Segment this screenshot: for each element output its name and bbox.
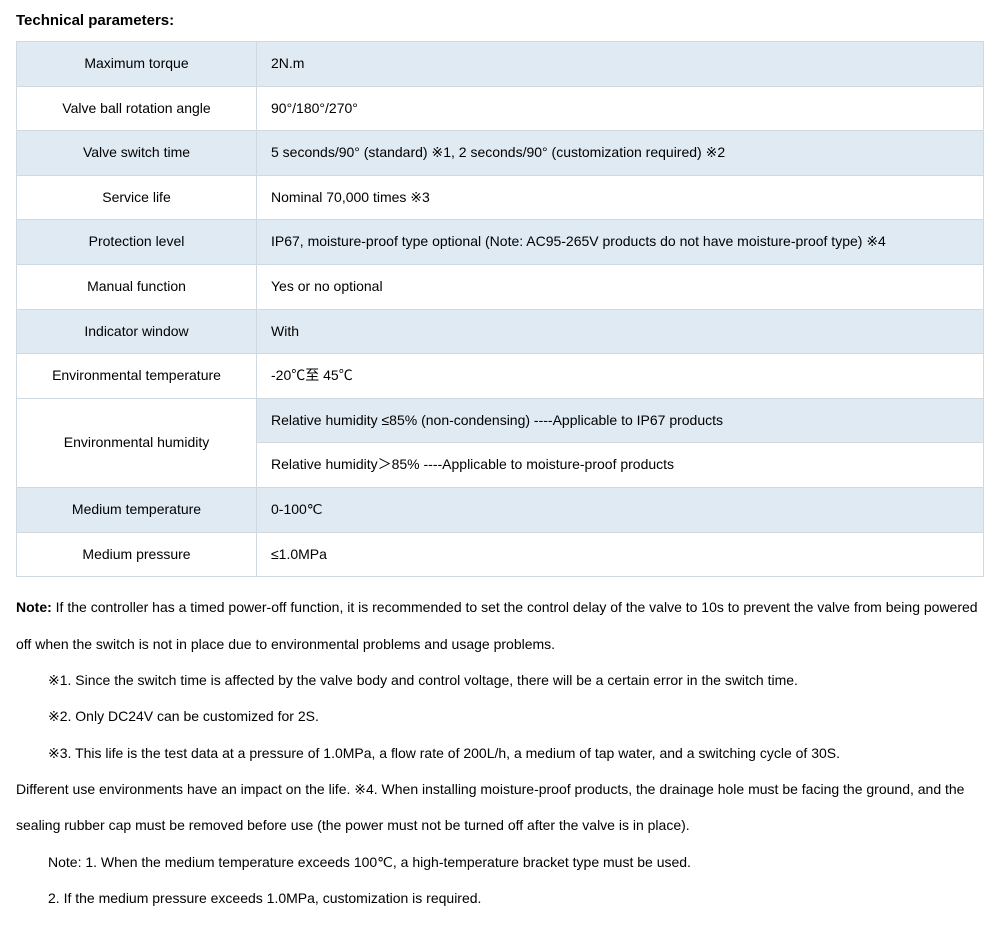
table-row: Maximum torque 2N.m <box>17 42 984 87</box>
note-lead-label: Note: <box>16 599 52 615</box>
param-value: IP67, moisture-proof type optional (Note… <box>257 220 984 265</box>
param-label: Medium pressure <box>17 532 257 577</box>
table-row-humidity-1: Environmental humidity Relative humidity… <box>17 398 984 443</box>
param-label: Indicator window <box>17 309 257 354</box>
notes-block: Note: If the controller has a timed powe… <box>16 589 984 917</box>
param-value: ≤1.0MPa <box>257 532 984 577</box>
note-line: ※2. Only DC24V can be customized for 2S. <box>16 698 984 734</box>
note-line: 2. If the medium pressure exceeds 1.0MPa… <box>16 880 984 916</box>
note-line: Note: 1. When the medium temperature exc… <box>16 844 984 880</box>
table-row: Valve switch time 5 seconds/90° (standar… <box>17 131 984 176</box>
param-value: 5 seconds/90° (standard) ※1, 2 seconds/9… <box>257 131 984 176</box>
table-row: Medium pressure ≤1.0MPa <box>17 532 984 577</box>
param-label: Environmental humidity <box>17 398 257 487</box>
param-label: Valve ball rotation angle <box>17 86 257 131</box>
table-row: Valve ball rotation angle 90°/180°/270° <box>17 86 984 131</box>
note-lead-text: If the controller has a timed power-off … <box>16 599 978 651</box>
note-line: ※3. This life is the test data at a pres… <box>16 735 984 771</box>
spec-table: Maximum torque 2N.m Valve ball rotation … <box>16 41 984 577</box>
param-value: Relative humidity ≤85% (non-condensing) … <box>257 398 984 443</box>
param-value: Nominal 70,000 times ※3 <box>257 175 984 220</box>
param-label: Protection level <box>17 220 257 265</box>
param-value: 90°/180°/270° <box>257 86 984 131</box>
param-label: Valve switch time <box>17 131 257 176</box>
table-row: Indicator window With <box>17 309 984 354</box>
param-value: -20℃至 45℃ <box>257 354 984 399</box>
param-label: Manual function <box>17 264 257 309</box>
section-heading: Technical parameters: <box>16 10 984 31</box>
param-label: Environmental temperature <box>17 354 257 399</box>
note-line: ※1. Since the switch time is affected by… <box>16 662 984 698</box>
table-row: Medium temperature 0-100℃ <box>17 487 984 532</box>
table-row: Manual function Yes or no optional <box>17 264 984 309</box>
param-value: With <box>257 309 984 354</box>
note-line: Different use environments have an impac… <box>16 781 964 833</box>
param-label: Service life <box>17 175 257 220</box>
param-value: 0-100℃ <box>257 487 984 532</box>
param-value: Yes or no optional <box>257 264 984 309</box>
param-label: Maximum torque <box>17 42 257 87</box>
table-row: Protection level IP67, moisture-proof ty… <box>17 220 984 265</box>
param-label: Medium temperature <box>17 487 257 532</box>
param-value: Relative humidity＞85% ----Applicable to … <box>257 443 984 488</box>
param-value: 2N.m <box>257 42 984 87</box>
table-row: Service life Nominal 70,000 times ※3 <box>17 175 984 220</box>
table-row: Environmental temperature -20℃至 45℃ <box>17 354 984 399</box>
